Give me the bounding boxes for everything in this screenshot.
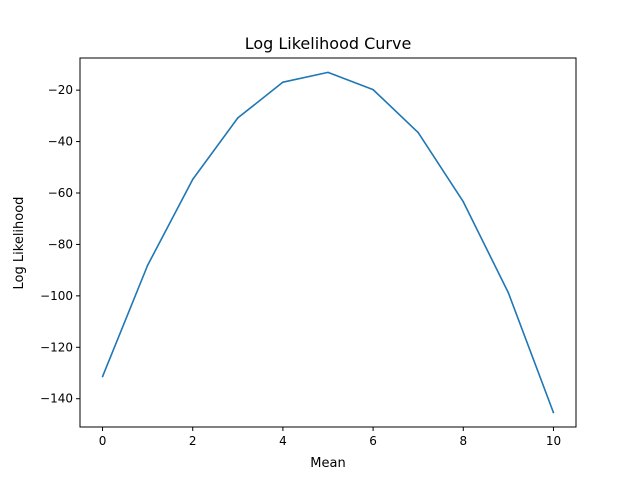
data-point: [417, 131, 419, 134]
data-point: [372, 88, 374, 91]
x-tick-label: 2: [189, 434, 197, 448]
y-tick-label: −100: [40, 289, 73, 303]
x-tick-label: 8: [459, 434, 467, 448]
x-tick-label: 4: [279, 434, 287, 448]
data-point: [552, 411, 555, 414]
axes-frame: [79, 57, 577, 428]
plot-area: [101, 71, 555, 414]
x-tick-label: 10: [546, 434, 561, 448]
y-tick-label: −120: [40, 340, 73, 354]
y-tick-label: −140: [40, 392, 73, 406]
data-point: [462, 200, 465, 203]
data-point: [101, 375, 104, 378]
y-tick-label: −60: [48, 186, 73, 200]
x-tick-label: 6: [369, 434, 377, 448]
y-tick-label: −80: [48, 237, 73, 251]
y-tick-label: −40: [48, 135, 73, 149]
y-axis-label: Log Likelihood: [12, 197, 27, 290]
x-tick-label: 0: [99, 434, 107, 448]
series-line-0: [101, 71, 555, 413]
data-point: [146, 264, 149, 267]
data-point: [507, 291, 510, 294]
data-point: [237, 117, 239, 119]
chart-title: Log Likelihood Curve: [245, 34, 412, 53]
x-axis-label: Mean: [310, 456, 345, 471]
data-point: [327, 71, 329, 74]
y-axis-ticks: −140 −120 −100 −80 −60 −40 −20: [40, 83, 80, 406]
data-point: [282, 81, 284, 83]
data-point: [191, 178, 194, 181]
y-tick-label: −20: [48, 83, 73, 97]
x-axis-ticks: 0 2 4 6 8 10: [99, 427, 561, 448]
